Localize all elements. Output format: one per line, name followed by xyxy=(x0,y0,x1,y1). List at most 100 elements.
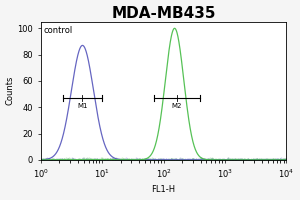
Point xyxy=(41,158,46,161)
Point xyxy=(133,157,138,161)
Point xyxy=(125,158,130,161)
Point xyxy=(169,158,174,161)
Point xyxy=(277,158,282,161)
Point xyxy=(221,158,226,161)
Point xyxy=(108,158,113,161)
Point xyxy=(68,158,73,161)
Point xyxy=(152,158,157,161)
Point xyxy=(157,158,161,161)
Point xyxy=(260,158,265,161)
Point xyxy=(256,158,260,161)
Point xyxy=(124,157,129,160)
Point xyxy=(186,157,191,160)
Point xyxy=(85,158,90,161)
Point xyxy=(56,158,60,161)
Point xyxy=(74,158,79,161)
Point xyxy=(247,158,252,161)
Point xyxy=(109,158,113,161)
Point xyxy=(281,157,286,160)
Point xyxy=(193,158,198,161)
Point xyxy=(251,157,256,161)
Point xyxy=(217,158,222,161)
Point xyxy=(188,158,193,161)
Point xyxy=(142,158,146,161)
Point xyxy=(67,157,71,160)
Point xyxy=(96,158,100,161)
Point xyxy=(96,158,101,161)
Point xyxy=(137,158,142,161)
Point xyxy=(200,158,204,161)
Point xyxy=(92,157,97,160)
Point xyxy=(173,158,178,161)
Point xyxy=(175,158,180,161)
Point xyxy=(244,157,249,161)
Point xyxy=(65,158,70,161)
Point xyxy=(103,158,108,161)
Point xyxy=(142,158,147,161)
Point xyxy=(168,158,172,161)
Point xyxy=(72,158,77,161)
Point xyxy=(209,158,214,161)
Point xyxy=(62,158,67,161)
Point xyxy=(38,158,43,161)
Point xyxy=(267,158,272,161)
Point xyxy=(53,158,58,161)
Point xyxy=(171,157,176,160)
Point xyxy=(197,158,202,161)
Point xyxy=(171,158,176,161)
Point xyxy=(129,158,134,161)
Point xyxy=(190,158,195,161)
Point xyxy=(75,158,80,161)
Point xyxy=(80,158,84,161)
Point xyxy=(179,158,184,161)
Point xyxy=(47,158,52,161)
Point xyxy=(81,158,86,161)
Point xyxy=(192,158,197,161)
Point xyxy=(49,158,54,161)
Point xyxy=(73,158,78,161)
Point xyxy=(140,158,145,161)
Point xyxy=(240,158,244,161)
Point xyxy=(275,157,280,161)
Text: M2: M2 xyxy=(172,103,182,109)
Point xyxy=(47,158,52,161)
Point xyxy=(87,158,92,161)
Point xyxy=(185,158,190,161)
Point xyxy=(179,158,184,161)
Point xyxy=(275,158,280,161)
Point xyxy=(154,158,159,161)
Point xyxy=(140,158,145,161)
Point xyxy=(263,158,268,161)
Point xyxy=(105,158,110,161)
Point xyxy=(89,158,94,161)
Point xyxy=(238,158,243,161)
Point xyxy=(118,158,123,161)
Point xyxy=(266,158,270,161)
Point xyxy=(164,158,169,161)
Point xyxy=(74,158,78,161)
Point xyxy=(110,158,115,161)
Point xyxy=(123,158,128,161)
Point xyxy=(256,158,261,161)
Point xyxy=(261,158,266,161)
Point xyxy=(167,158,171,161)
Point xyxy=(136,158,140,161)
Point xyxy=(131,158,136,161)
Point xyxy=(61,158,65,161)
Point xyxy=(194,158,199,161)
Point xyxy=(256,158,260,161)
Point xyxy=(138,158,143,161)
Point xyxy=(198,158,203,161)
Point xyxy=(209,158,214,161)
Point xyxy=(153,158,158,161)
Point xyxy=(235,158,240,161)
Point xyxy=(206,158,211,161)
Point xyxy=(129,158,134,161)
Point xyxy=(257,158,262,161)
Point xyxy=(133,157,138,160)
Point xyxy=(168,158,173,161)
Point xyxy=(94,158,98,161)
Point xyxy=(209,158,214,161)
Point xyxy=(226,157,231,160)
Point xyxy=(75,158,80,161)
